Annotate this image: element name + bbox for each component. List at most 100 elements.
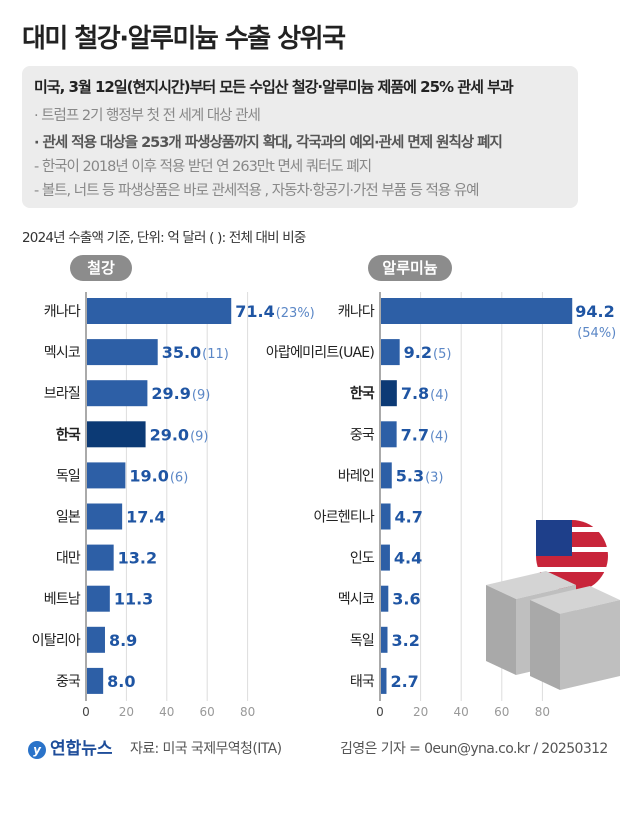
value-label: 11.3	[114, 590, 153, 609]
bar	[381, 503, 391, 530]
bar	[381, 421, 397, 448]
value-label: 29.9	[151, 384, 190, 403]
value-label: 5.3	[396, 466, 424, 485]
value-label: 2.7	[390, 672, 418, 691]
flag-stripe	[536, 567, 608, 572]
value-label: 35.0	[162, 343, 201, 362]
summary-headline: 미국, 3월 12일(현지시간)부터 모든 수입산 철강·알루미늄 제품에 25…	[34, 78, 514, 96]
category-label: 태국	[350, 674, 375, 690]
value-label: 7.7	[401, 425, 429, 444]
value-label: 29.0	[150, 425, 189, 444]
category-label: 한국	[56, 427, 81, 443]
bar	[87, 462, 126, 489]
x-tick-label: 80	[240, 705, 255, 719]
bar	[87, 544, 114, 571]
share-label: (23%)	[276, 306, 315, 321]
summary-sub: - 한국이 2018년 이후 적용 받던 연 263만t 면세 쿼터도 폐지	[34, 159, 372, 175]
aluminum-label: 알루미늄	[368, 255, 452, 281]
category-label: 멕시코	[44, 345, 81, 361]
category-label: 이탈리아	[32, 633, 81, 649]
value-label: 13.2	[118, 549, 157, 568]
container-side	[486, 585, 516, 675]
bar	[87, 421, 146, 448]
yonhap-logo: y 연합뉴스	[28, 734, 113, 759]
value-label: 8.9	[109, 631, 137, 650]
yonhap-logo-icon: y	[28, 741, 46, 759]
bar	[381, 380, 397, 407]
bar	[87, 585, 110, 612]
category-label: 캐나다	[338, 304, 375, 320]
summary-bullet: · 트럼프 2기 행정부 첫 전 세계 대상 관세	[34, 108, 261, 124]
container-icon	[530, 586, 620, 614]
summary-box	[22, 66, 578, 208]
category-label: 독일	[350, 633, 374, 649]
share-label: (5)	[433, 347, 451, 362]
category-label: 독일	[56, 468, 80, 484]
value-label: 3.6	[392, 590, 420, 609]
bar	[381, 339, 400, 366]
value-label: 71.4	[235, 302, 274, 321]
bar	[87, 626, 105, 653]
flag-canton	[536, 520, 572, 556]
container-front	[560, 600, 620, 690]
value-label: 4.4	[394, 549, 422, 568]
x-tick-label: 80	[535, 705, 550, 719]
x-tick-label: 60	[200, 705, 215, 719]
category-label: 멕시코	[338, 592, 375, 608]
category-label: 아랍에미리트(UAE)	[266, 345, 374, 361]
category-label: 인도	[350, 551, 375, 567]
category-label: 바레인	[338, 468, 374, 484]
category-label: 중국	[56, 674, 81, 690]
x-tick-label: 0	[82, 705, 90, 719]
share-label: (54%)	[577, 326, 616, 341]
bar	[381, 626, 388, 653]
category-label: 대만	[56, 551, 81, 567]
share-label: (4)	[430, 388, 448, 403]
value-label: 3.2	[391, 631, 419, 650]
container-icon	[486, 571, 576, 599]
summary-sub: - 볼트, 너트 등 파생상품은 바로 관세적용 , 자동차·항공기·가전 부품…	[34, 183, 480, 199]
value-label: 8.0	[107, 672, 135, 691]
credit: 김영은 기자 = 0eun@yna.co.kr / 20250312	[340, 741, 608, 757]
value-label: 19.0	[129, 466, 168, 485]
page-title: 대미 철강·알루미늄 수출 상위국	[22, 24, 346, 54]
share-label: (9)	[192, 388, 210, 403]
share-label: (9)	[190, 429, 208, 444]
category-label: 중국	[350, 427, 375, 443]
logo-text: 연합뉴스	[50, 739, 113, 759]
container-side	[530, 600, 560, 690]
bar	[381, 667, 387, 694]
bar	[381, 298, 573, 324]
bar	[87, 380, 148, 407]
bar	[381, 585, 389, 612]
steel-label: 철강	[70, 255, 132, 281]
x-tick-label: 60	[494, 705, 509, 719]
value-label: 94.2	[575, 302, 614, 321]
value-label: 17.4	[126, 508, 165, 527]
bar	[87, 667, 104, 694]
category-label: 일본	[56, 510, 81, 526]
category-label: 한국	[350, 386, 375, 402]
x-tick-label: 20	[413, 705, 428, 719]
bar	[87, 503, 123, 530]
bar	[87, 339, 158, 366]
category-label: 아르헨티나	[314, 510, 375, 526]
x-tick-label: 20	[119, 705, 134, 719]
share-label: (3)	[425, 470, 443, 485]
bar	[87, 298, 232, 324]
share-label: (4)	[430, 429, 448, 444]
category-label: 브라질	[44, 386, 80, 402]
bar	[381, 462, 392, 489]
category-label: 베트남	[44, 592, 81, 608]
unit-note: 2024년 수출액 기준, 단위: 억 달러 ( ): 전체 대비 비중	[22, 230, 306, 246]
x-tick-label: 40	[454, 705, 469, 719]
category-label: 캐나다	[44, 304, 81, 320]
summary-bullet: · 관세 적용 대상을 253개 파생상품까지 확대, 각국과의 예외·관세 면…	[34, 135, 503, 151]
bar	[381, 544, 390, 571]
share-label: (6)	[170, 470, 188, 485]
x-tick-label: 0	[376, 705, 384, 719]
source: 자료: 미국 국제무역청(ITA)	[130, 741, 282, 757]
x-tick-label: 40	[159, 705, 174, 719]
